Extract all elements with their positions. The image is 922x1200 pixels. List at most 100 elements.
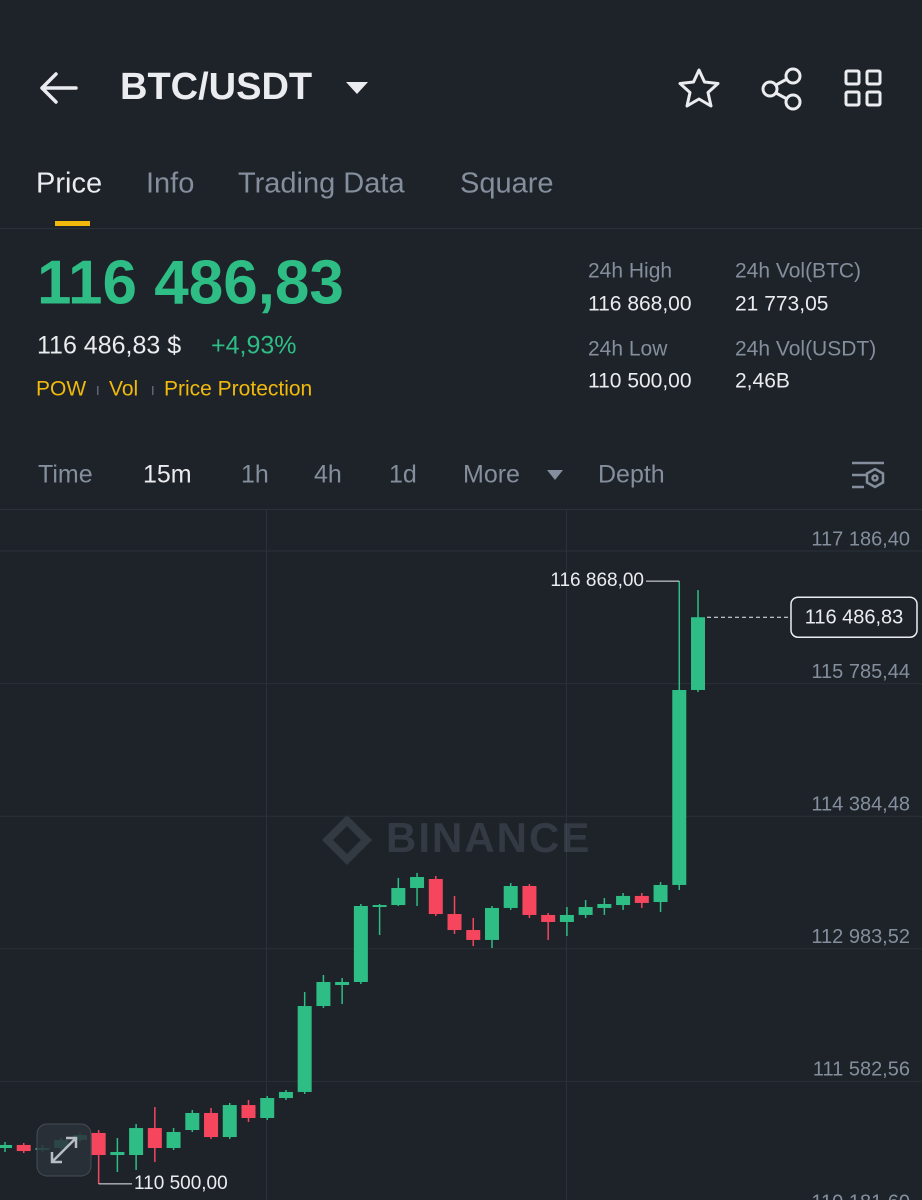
candle-body bbox=[129, 1128, 144, 1156]
share-node bbox=[761, 80, 779, 98]
candle-body bbox=[335, 981, 350, 986]
menu-grid-icon[interactable] bbox=[844, 69, 882, 107]
tag[interactable]: POW bbox=[36, 378, 86, 401]
last-price-box bbox=[790, 596, 918, 638]
share-node bbox=[784, 67, 802, 85]
candle-body bbox=[653, 884, 668, 903]
grid-cell bbox=[865, 90, 882, 107]
candle-body bbox=[559, 914, 574, 922]
y-tick-label: 115 785,44 bbox=[811, 661, 910, 683]
vertical-grid-line bbox=[266, 510, 267, 1200]
interval[interactable]: Time bbox=[38, 461, 93, 489]
candle-body bbox=[634, 895, 649, 903]
settings-lines bbox=[852, 461, 884, 489]
share-node bbox=[784, 93, 802, 111]
candle-body bbox=[672, 689, 687, 885]
overlay: 117 186,40 115 785,44 114 384,48 112 983,52… bbox=[98, 528, 918, 1200]
grid-cell bbox=[844, 90, 861, 107]
grid-cell bbox=[844, 69, 861, 86]
candle-body bbox=[91, 1132, 106, 1156]
chart-settings-icon[interactable] bbox=[852, 461, 885, 489]
y-tick-label: 112 983,52 bbox=[811, 926, 910, 948]
candle-body bbox=[541, 914, 556, 922]
stat-label: 24h Vol(BTC) bbox=[735, 260, 861, 283]
interval[interactable]: 15m bbox=[143, 461, 192, 489]
candle-body bbox=[241, 1105, 256, 1119]
share-icon[interactable] bbox=[761, 67, 802, 111]
tab[interactable]: Price bbox=[36, 168, 102, 200]
back-button[interactable] bbox=[40, 72, 78, 104]
candle-body bbox=[147, 1128, 162, 1149]
pair-dropdown[interactable] bbox=[346, 82, 368, 94]
y-tick-label: 111 582,56 bbox=[813, 1059, 910, 1081]
stat-value: 116 868,00 bbox=[588, 293, 692, 316]
candle-body bbox=[260, 1098, 275, 1119]
candle-body bbox=[0, 1144, 12, 1149]
candle-body bbox=[428, 879, 443, 915]
tag-separator bbox=[152, 386, 154, 395]
candle-body bbox=[466, 930, 481, 940]
candle-body bbox=[597, 903, 612, 908]
favorite-icon[interactable] bbox=[678, 68, 720, 108]
watermark-text: BINANCE bbox=[386, 814, 591, 861]
candle-body bbox=[372, 905, 387, 908]
interval[interactable]: 1d bbox=[389, 461, 417, 489]
tag-separator bbox=[97, 386, 99, 395]
tab[interactable]: Square bbox=[460, 168, 554, 200]
high-marker-label: 116 868,00 bbox=[550, 570, 644, 591]
tab[interactable]: Trading Data bbox=[238, 168, 405, 200]
candle-body bbox=[691, 617, 706, 690]
candle-body bbox=[16, 1144, 31, 1152]
share-lines bbox=[775, 77, 788, 101]
candle-body bbox=[578, 907, 593, 915]
stat-label: 24h Low bbox=[588, 338, 668, 361]
low-marker-label: 110 500,00 bbox=[134, 1173, 228, 1194]
stat-value: 110 500,00 bbox=[588, 370, 692, 393]
expand-icon bbox=[50, 1136, 78, 1164]
candle-body bbox=[484, 907, 499, 940]
candle-body bbox=[410, 877, 425, 888]
stat-value: 2,46B bbox=[735, 370, 790, 393]
vertical-grid-line bbox=[566, 510, 567, 1200]
divider bbox=[0, 509, 922, 510]
interval[interactable]: 4h bbox=[314, 461, 342, 489]
candle-body bbox=[185, 1112, 200, 1131]
back-arrow bbox=[40, 72, 78, 104]
tag[interactable]: Vol bbox=[109, 378, 138, 401]
stat-value: 21 773,05 bbox=[735, 293, 828, 316]
candle-body bbox=[522, 886, 537, 915]
fullscreen-button[interactable] bbox=[36, 1123, 92, 1177]
grid-cell bbox=[865, 69, 882, 86]
active-tab-indicator bbox=[55, 221, 90, 226]
stat-label: 24h Vol(USDT) bbox=[735, 338, 876, 361]
watermark-logo bbox=[322, 815, 372, 865]
watermark: BINANCE bbox=[322, 814, 591, 865]
settings-dot bbox=[871, 474, 879, 482]
tab[interactable]: Info bbox=[146, 168, 194, 200]
last-price: 116 486,83 bbox=[37, 248, 344, 317]
price-change: +4,93% bbox=[211, 332, 297, 360]
y-tick-label: 117 186,40 bbox=[811, 528, 910, 550]
candle-body bbox=[278, 1091, 293, 1099]
interval[interactable]: Depth bbox=[598, 461, 665, 489]
plot bbox=[0, 550, 922, 1184]
interval[interactable]: More bbox=[463, 461, 520, 489]
candle-body bbox=[297, 1006, 312, 1092]
more-caret[interactable] bbox=[547, 470, 563, 480]
interval[interactable]: 1h bbox=[241, 461, 269, 489]
candle-body bbox=[391, 887, 406, 906]
stat-label: 24h High bbox=[588, 260, 672, 283]
pair-title[interactable]: BTC/USDT bbox=[120, 66, 312, 108]
candle-body bbox=[110, 1151, 125, 1156]
candle-body bbox=[616, 895, 631, 906]
candle-body bbox=[222, 1105, 237, 1138]
settings-hex bbox=[865, 467, 885, 489]
tag[interactable]: Price Protection bbox=[164, 378, 312, 401]
divider bbox=[0, 228, 922, 229]
fiat-price: 116 486,83 $ bbox=[37, 332, 181, 360]
candle-body bbox=[447, 914, 462, 931]
last-price-label: 116 486,83 bbox=[805, 606, 904, 628]
